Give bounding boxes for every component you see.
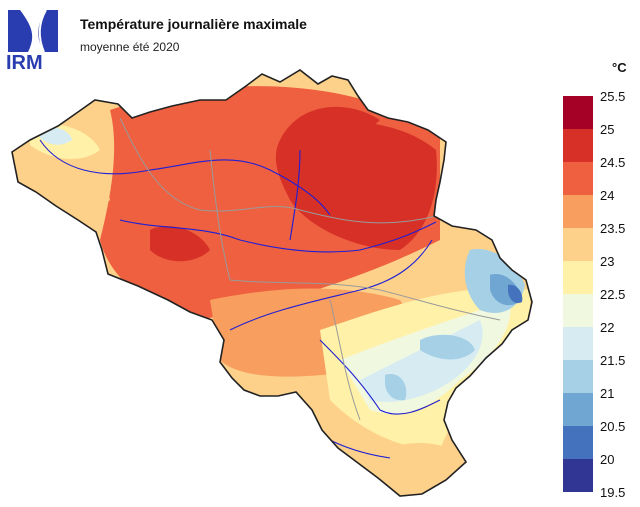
color-legend: 25.5 25 24.5 24 23.5 23 22.5 22 21.5 21 20.5 20 19.5 [563,89,625,500]
legend-swatch [563,426,593,459]
legend-unit: °C [612,60,627,75]
legend-tick-label: 23 [600,254,614,269]
legend-swatch [563,393,593,426]
irm-logo [8,9,58,53]
legend-tick-label: 23.5 [600,221,625,236]
legend-tick-label: 21.5 [600,353,625,368]
legend-tick-label: 24.5 [600,155,625,170]
legend-swatch [563,228,593,261]
legend-tick-label: 22.5 [600,287,625,302]
legend-tick-label: 19.5 [600,485,625,500]
legend-swatch [563,360,593,393]
legend-swatch [563,195,593,228]
legend-swatch [563,162,593,195]
legend-tick-label: 24 [600,188,614,203]
legend-tick-label: 20 [600,452,614,467]
legend-tick-label: 25.5 [600,89,625,104]
legend-swatch [563,327,593,360]
logo-text: IRM [6,52,43,74]
temperature-map [11,69,533,497]
map-title: Température journalière maximale [80,16,307,32]
legend-swatch [563,96,593,129]
legend-swatch [563,261,593,294]
map-subtitle: moyenne été 2020 [80,40,180,54]
legend-tick-label: 25 [600,122,614,137]
legend-swatch [563,294,593,327]
legend-swatch [563,129,593,162]
legend-tick-label: 22 [600,320,614,335]
legend-tick-label: 20.5 [600,419,625,434]
legend-swatch [563,459,593,492]
legend-tick-label: 21 [600,386,614,401]
